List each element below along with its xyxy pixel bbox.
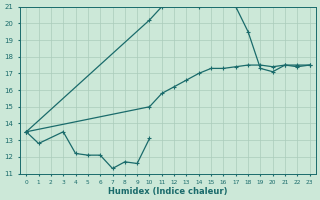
X-axis label: Humidex (Indice chaleur): Humidex (Indice chaleur) bbox=[108, 187, 228, 196]
